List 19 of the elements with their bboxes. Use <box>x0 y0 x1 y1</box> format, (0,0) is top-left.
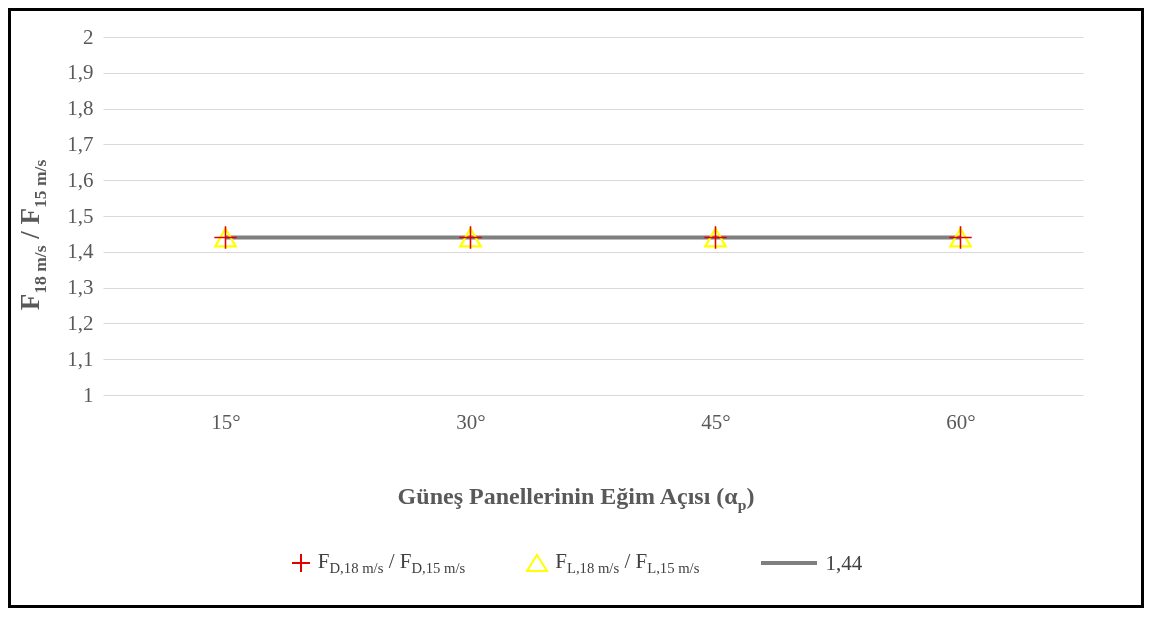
legend-label: F$_{L,18 m/s}$ / F$_{L,15 m/s}$ <box>555 549 700 578</box>
x-axis-title: Güneş Panellerinin Eğim Açısı (α$_{p}$) <box>396 483 756 514</box>
y-tick-label: 1,3 <box>67 275 94 300</box>
y-tick-label: 1,5 <box>67 203 94 228</box>
x-tick-label: 30° <box>456 409 486 434</box>
y-tick-label: 1,1 <box>67 346 94 371</box>
y-tick-label: 1,9 <box>67 60 94 85</box>
y-tick-label: 2 <box>83 24 94 49</box>
legend-label: F$_{D,18 m/s}$ / F$_{D,15 m/s}$ <box>317 549 466 578</box>
x-tick-label: 60° <box>946 409 976 434</box>
y-tick-label: 1,4 <box>67 239 94 264</box>
y-tick-label: 1,2 <box>67 310 94 335</box>
y-tick-label: 1,6 <box>67 167 94 192</box>
y-tick-label: 1 <box>83 382 94 407</box>
y-tick-label: 1,7 <box>67 131 94 156</box>
x-tick-label: 15° <box>211 409 241 434</box>
y-tick-label: 1,8 <box>67 96 94 121</box>
x-tick-label: 45° <box>701 409 731 434</box>
legend-label: 1,44 <box>825 550 863 576</box>
